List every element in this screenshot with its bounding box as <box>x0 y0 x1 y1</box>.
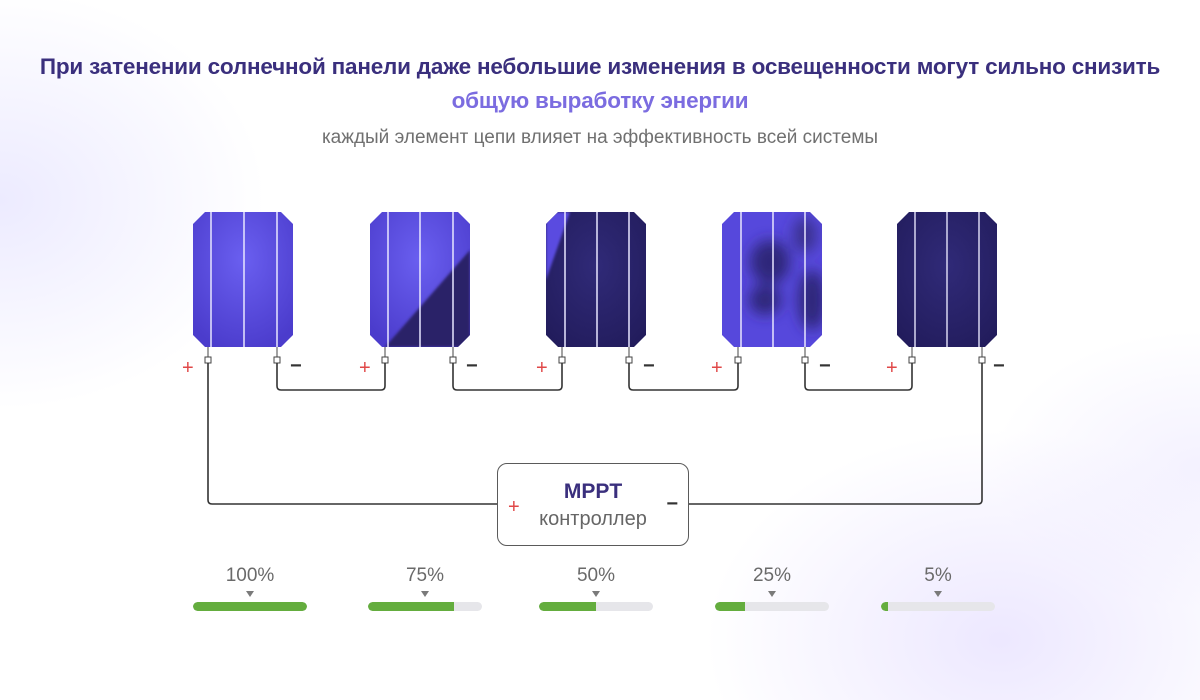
solar-panel-2 <box>370 212 470 347</box>
wire-1-2 <box>276 363 386 391</box>
mppt-plus-sign: + <box>508 496 520 518</box>
meter-arrow-icon <box>592 591 600 597</box>
panel-1-plus-sign: + <box>182 357 194 379</box>
panel-2-plus-sign: + <box>359 357 371 379</box>
meter-arrow-icon <box>768 591 776 597</box>
mppt-minus-sign: − <box>666 493 678 515</box>
title-accent: общую выработку энергии <box>451 88 749 113</box>
meter-fill <box>368 602 454 611</box>
meter-track <box>368 602 482 611</box>
meter-track <box>881 602 995 611</box>
panel-1-terminals <box>204 347 281 364</box>
title-main: При затенении солнечной панели даже небо… <box>39 54 1161 79</box>
meter-fill <box>881 602 888 611</box>
panel-3-terminals <box>558 347 633 364</box>
page-title: При затенении солнечной панели даже небо… <box>0 50 1200 118</box>
series-wires <box>207 363 983 505</box>
meter-track <box>539 602 653 611</box>
mppt-label: контроллер <box>539 508 647 530</box>
wire-to-mppt-minus <box>689 363 983 505</box>
meter-label: 50% <box>576 565 616 586</box>
panel-2-minus-sign: − <box>466 355 478 377</box>
meter-label: 100% <box>225 565 275 586</box>
page-subtitle: каждый элемент цепи влияет на эффективно… <box>321 127 879 148</box>
solar-panel-3 <box>546 212 646 347</box>
panel-5-plus-sign: + <box>886 357 898 379</box>
output-meter-2: 75% <box>368 565 482 611</box>
solar-panel-4 <box>722 212 822 347</box>
terminals <box>204 347 986 364</box>
output-meter-1: 100% <box>193 565 307 611</box>
meter-fill <box>539 602 596 611</box>
wire-4-5 <box>804 363 913 391</box>
meter-track <box>193 602 307 611</box>
output-meter-4: 25% <box>715 565 829 611</box>
panel-5-terminals <box>908 347 986 364</box>
wire-3-4 <box>628 363 739 391</box>
wire-2-3 <box>452 363 563 391</box>
panel-3-minus-sign: − <box>643 355 655 377</box>
mppt-controller: MPPT контроллер + − <box>497 463 689 546</box>
panel-3-plus-sign: + <box>536 357 548 379</box>
panel-5-minus-sign: − <box>993 355 1005 377</box>
meter-fill <box>715 602 745 611</box>
panel-4-terminals <box>734 347 809 364</box>
meter-track <box>715 602 829 611</box>
meter-arrow-icon <box>934 591 942 597</box>
output-meter-3: 50% <box>539 565 653 611</box>
meter-label: 5% <box>924 565 952 586</box>
panel-4-plus-sign: + <box>711 357 723 379</box>
solar-panel-5 <box>897 212 997 347</box>
meter-label: 75% <box>405 565 445 586</box>
solar-panel-1 <box>193 212 293 347</box>
wire-to-mppt-plus <box>207 363 497 505</box>
panel-4-minus-sign: − <box>819 355 831 377</box>
meter-fill <box>193 602 307 611</box>
meter-label: 25% <box>752 565 792 586</box>
panel-1-minus-sign: − <box>290 355 302 377</box>
panel-2-terminals <box>381 347 457 364</box>
output-meter-5: 5% <box>881 565 995 611</box>
mppt-name: MPPT <box>563 480 623 503</box>
meter-arrow-icon <box>421 591 429 597</box>
meter-arrow-icon <box>246 591 254 597</box>
